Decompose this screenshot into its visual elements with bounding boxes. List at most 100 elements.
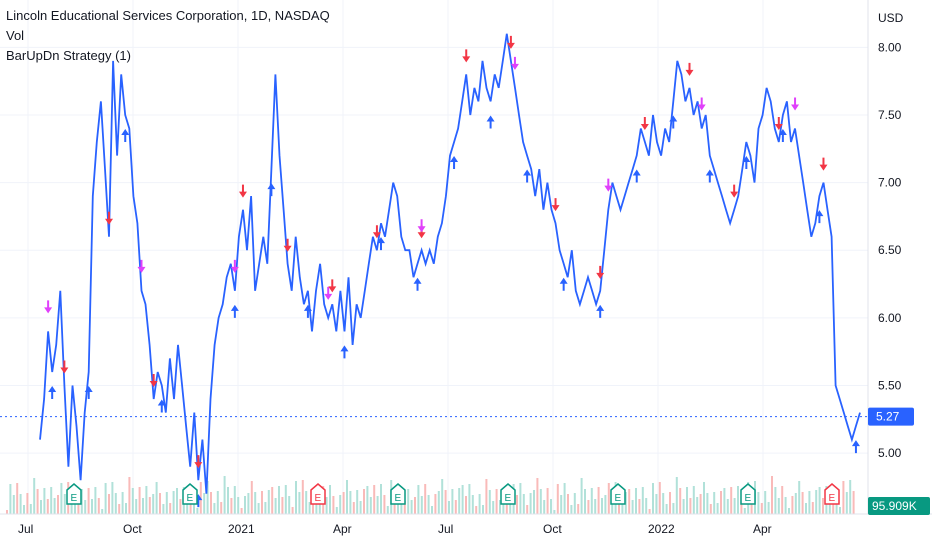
last-volume-value: 95.909K <box>872 499 917 513</box>
sell-signal-arrow <box>283 238 292 252</box>
earnings-icon[interactable]: E <box>66 483 82 505</box>
sell-signal-arrow <box>791 97 800 111</box>
earnings-icon[interactable]: E <box>310 483 326 505</box>
strategy-label[interactable]: BarUpDn Strategy (1) <box>6 48 131 63</box>
volume-bar <box>420 496 423 514</box>
volume-indicator-label[interactable]: Vol <box>6 28 25 43</box>
sell-signal-arrow <box>510 56 519 70</box>
volume-bar <box>108 494 110 514</box>
volume-bar <box>264 502 267 514</box>
earnings-icon[interactable]: E <box>740 483 756 505</box>
volume-bar <box>298 492 301 514</box>
symbol-title[interactable]: Lincoln Educational Services Corporation… <box>6 8 330 23</box>
volume-bar <box>417 485 420 514</box>
chart-legend: Lincoln Educational Services Corporation… <box>6 6 330 66</box>
buy-signal-arrow <box>486 115 495 129</box>
volume-bar <box>332 496 335 514</box>
volume-bar <box>703 482 705 514</box>
sell-signal-arrow <box>685 62 694 76</box>
volume-bar <box>842 481 845 514</box>
earnings-icon[interactable]: E <box>500 483 516 505</box>
volume-bar <box>468 484 471 514</box>
volume-bar <box>427 495 430 514</box>
sell-signal-arrow <box>730 184 739 198</box>
time-tick-label: 2022 <box>648 522 675 536</box>
volume-bar <box>533 490 535 514</box>
volume-bar <box>359 501 362 514</box>
volume-bar <box>114 493 117 514</box>
volume-bar <box>526 505 529 514</box>
volume-bar <box>849 480 852 514</box>
volume-bar <box>301 480 304 514</box>
buy-signal-arrow <box>632 169 641 183</box>
volume-bar <box>553 510 556 514</box>
volume-bar <box>179 499 182 514</box>
volume-bar <box>383 495 386 514</box>
volume-bar <box>845 492 848 514</box>
sell-signal-arrow <box>417 219 426 233</box>
volume-bar <box>9 484 12 514</box>
volume-bar <box>631 500 634 514</box>
price-tick-label: 7.50 <box>878 108 902 122</box>
volume-bar <box>580 478 583 514</box>
volume-bar <box>624 492 627 514</box>
volume-bar <box>737 486 739 514</box>
svg-text:E: E <box>615 493 622 504</box>
volume-bar <box>709 504 712 514</box>
volume-bar <box>308 502 311 514</box>
svg-text:E: E <box>71 493 78 504</box>
volume-bar <box>672 503 675 514</box>
volume-bar <box>261 491 263 514</box>
buy-signal-arrow <box>450 156 459 170</box>
volume-bar <box>733 498 736 514</box>
volume-bar <box>414 497 416 514</box>
svg-text:E: E <box>829 493 836 504</box>
volume-bar <box>590 488 593 514</box>
price-tick-label: 5.00 <box>878 446 902 460</box>
time-tick-label: Jul <box>438 522 453 536</box>
volume-bar <box>33 478 36 514</box>
grid-lines <box>0 0 868 514</box>
volume-bar <box>101 509 104 514</box>
volume-bar <box>57 495 59 514</box>
volume-bar <box>240 508 243 514</box>
volume-bar <box>771 476 773 514</box>
volume-bar <box>23 505 25 514</box>
volume-bar <box>781 486 784 514</box>
volume-bar <box>403 501 406 514</box>
volume-bar <box>386 506 389 514</box>
volume-bar <box>148 497 151 514</box>
volume-bar <box>145 486 148 514</box>
volume-bar <box>587 500 590 514</box>
volume-bar <box>376 496 379 514</box>
volume-bar <box>369 497 372 514</box>
volume-bar <box>635 488 637 514</box>
volume-bar <box>505 499 508 514</box>
svg-text:E: E <box>395 493 402 504</box>
volume-bar <box>726 499 729 514</box>
volume-bar <box>519 483 522 514</box>
volume-bar <box>6 510 8 514</box>
sell-signal-arrow <box>60 360 69 374</box>
earnings-icon[interactable]: E <box>182 483 198 505</box>
volume-bar <box>349 491 352 514</box>
earnings-icon[interactable]: E <box>824 483 840 505</box>
price-axis[interactable]: 8.00 7.50 7.00 6.50 6.00 5.50 5.00 <box>878 40 902 460</box>
buy-signal-arrow <box>413 277 422 291</box>
buy-signal-arrow <box>705 169 714 183</box>
volume-bar <box>767 502 770 514</box>
volume-bar <box>658 482 661 514</box>
time-axis[interactable]: Jul Oct 2021 Apr Jul Oct 2022 Apr <box>18 522 772 536</box>
volume-bar <box>546 488 549 514</box>
earnings-icon[interactable]: E <box>390 483 406 505</box>
earnings-icon[interactable]: E <box>610 483 626 505</box>
volume-bar <box>784 497 787 514</box>
volume-bar <box>254 492 257 514</box>
volume-bar <box>801 492 804 514</box>
volume-bar <box>757 492 760 514</box>
volume-bar <box>19 494 22 514</box>
volume-bar <box>607 483 610 514</box>
sell-signal-arrow <box>238 184 247 198</box>
